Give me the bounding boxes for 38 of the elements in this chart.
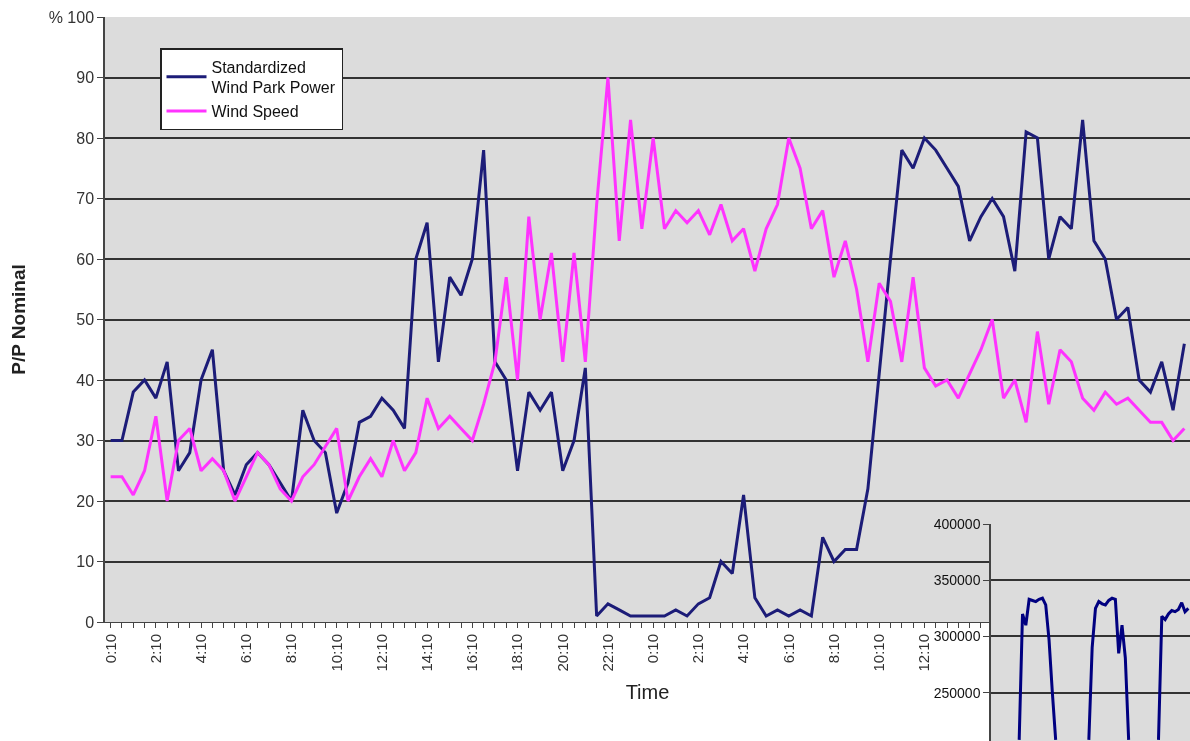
x-tick-label: 14:10 [417, 634, 435, 672]
x-axis-title: Time [625, 681, 670, 704]
x-tick-label: 0:10 [101, 634, 119, 664]
x-tick-label: 6:10 [237, 634, 255, 664]
x-tick-label: 8:10 [824, 634, 842, 664]
x-tick-label: 10:10 [327, 634, 345, 672]
x-tick-label: 2:10 [146, 634, 164, 664]
x-tick-label: 12:10 [372, 634, 390, 672]
x-tick-label: 12:10 [915, 634, 933, 672]
x-tick-label: 0:10 [644, 634, 662, 664]
y-tick-label: 10 [76, 553, 95, 571]
y-tick-label: 0 [85, 613, 95, 631]
x-tick-label: 10:10 [870, 634, 888, 672]
x-tick-label: 2:10 [689, 634, 707, 664]
y-tick-label: 60 [76, 250, 95, 268]
x-tick-label: 4:10 [734, 634, 752, 664]
x-tick-label: 6:10 [779, 634, 797, 664]
y-tick-label: 90 [76, 69, 95, 87]
y-tick-label: 70 [76, 190, 95, 208]
legend-label: Standardized Wind Park Power [211, 58, 336, 97]
y-tick-label: 80 [76, 129, 95, 147]
y-tick-label: 40 [76, 371, 95, 389]
x-tick-label: 22:10 [598, 634, 616, 672]
x-tick-label: 18:10 [508, 634, 526, 672]
y-tick-label: 250000 [933, 684, 981, 701]
x-tick-label: 8:10 [282, 634, 300, 664]
y-axis-title: P/P Nominal [8, 264, 30, 375]
y-tick-label: 50 [76, 311, 95, 329]
legend-label: Wind Speed [211, 103, 299, 121]
y-tick-label: 30 [76, 432, 95, 450]
x-tick-label: 16:10 [463, 634, 481, 672]
y-tick-label: % 100 [48, 8, 95, 26]
y-tick-label: 350000 [933, 572, 981, 589]
y-tick-label: 20 [76, 492, 95, 510]
x-tick-label: 4:10 [191, 634, 209, 664]
x-tick-label: 20:10 [553, 634, 571, 672]
y-tick-label: 400000 [933, 515, 981, 532]
y-tick-label: 300000 [933, 628, 981, 645]
